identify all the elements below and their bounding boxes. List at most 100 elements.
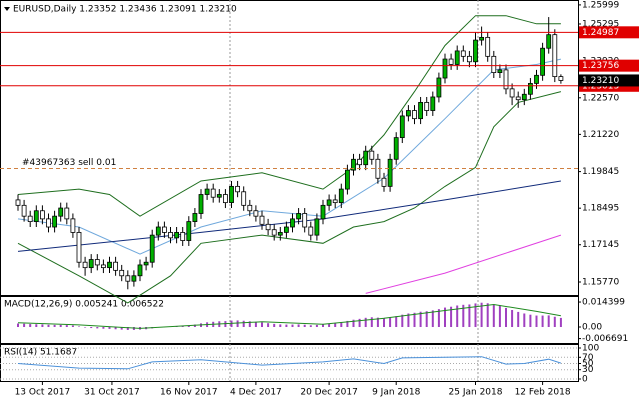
histogram-bar	[23, 323, 26, 328]
histogram-bar	[273, 323, 276, 328]
histogram-bar	[358, 318, 361, 328]
candle-body	[473, 39, 478, 63]
histogram-bar	[364, 317, 367, 328]
histogram-bar	[279, 324, 282, 328]
histogram-bar	[29, 324, 32, 328]
candle-body	[101, 264, 106, 269]
candle-body	[174, 232, 180, 239]
candle-body	[125, 275, 131, 282]
histogram-bar	[492, 304, 495, 328]
chart-title: EURUSD,Daily 1.23352 1.23436 1.23091 1.2…	[13, 5, 237, 15]
histogram-bar	[431, 310, 434, 328]
histogram-bar	[187, 325, 190, 328]
candle-body	[436, 77, 442, 98]
level-label: 1.24987	[582, 28, 619, 38]
histogram-bar	[541, 315, 544, 328]
histogram-bar	[468, 304, 471, 328]
x-tick-label: 31 Oct 2017	[84, 388, 140, 398]
candle-body	[155, 226, 161, 236]
histogram-bar	[511, 310, 514, 328]
candle-body	[454, 50, 460, 65]
candle-body	[509, 88, 515, 98]
x-tick-label: 20 Dec 2017	[300, 388, 358, 398]
histogram-bar	[47, 324, 50, 328]
candle-body	[515, 96, 521, 101]
candle-body	[186, 221, 192, 241]
candle-body	[558, 76, 564, 81]
candle-body	[497, 69, 503, 73]
candle-body	[418, 101, 424, 120]
histogram-bar	[523, 313, 526, 328]
histogram-bar	[474, 303, 477, 328]
histogram-bar	[96, 327, 99, 329]
candle-body	[326, 199, 332, 206]
candle-body	[271, 229, 277, 236]
rsi-title: RSI(14) 51.1687	[4, 348, 77, 358]
histogram-bar	[303, 324, 306, 328]
candle-body	[259, 215, 265, 225]
histogram-bar	[529, 314, 532, 328]
main-pane	[0, 0, 579, 296]
histogram-bar	[370, 317, 373, 328]
y-tick-label: 100	[582, 344, 599, 354]
histogram-bar	[407, 313, 410, 328]
histogram-bar	[120, 327, 123, 330]
candle-body	[314, 218, 320, 236]
candle-body	[442, 58, 448, 79]
histogram-bar	[401, 314, 404, 328]
candle-body	[82, 261, 88, 269]
histogram-bar	[547, 315, 550, 328]
candle-body	[58, 207, 64, 217]
y-tick-label: 30	[582, 365, 594, 375]
candle-body	[107, 261, 112, 269]
histogram-bar	[193, 324, 196, 328]
y-tick-label: 1.22570	[582, 93, 619, 103]
candle-body	[21, 204, 27, 217]
histogram-bar	[456, 305, 459, 328]
y-tick-label: 0.014399	[582, 298, 625, 308]
indicator-line	[17, 303, 561, 329]
candle-body	[180, 232, 186, 241]
candle-body	[528, 83, 533, 95]
histogram-bar	[181, 326, 184, 328]
histogram-bar	[498, 305, 501, 328]
histogram-bar	[291, 324, 294, 328]
histogram-bar	[437, 309, 440, 328]
candle-body	[387, 158, 393, 187]
histogram-bar	[84, 327, 87, 328]
histogram-bar	[340, 322, 343, 328]
candle-body	[412, 110, 417, 120]
candle-body	[204, 188, 210, 195]
candle-body	[540, 47, 545, 76]
histogram-bar	[236, 320, 239, 328]
histogram-bar	[242, 320, 245, 328]
order-label: #43967363 sell 0.01	[22, 158, 116, 168]
y-tick-label: 0.00	[582, 323, 602, 333]
last-price-box	[579, 74, 639, 87]
candle-body	[466, 55, 472, 63]
x-tick-label: 25 Jan 2018	[449, 388, 503, 398]
histogram-bar	[450, 306, 453, 328]
histogram-bar	[285, 324, 288, 328]
histogram-bar	[78, 326, 80, 328]
candle-body	[393, 137, 399, 160]
y-tick-label: -0.006691	[582, 334, 628, 344]
histogram-bar	[114, 327, 117, 330]
candle-body	[290, 218, 295, 228]
histogram-bar	[395, 316, 398, 328]
candle-body	[405, 110, 411, 117]
histogram-bar	[59, 324, 62, 328]
candle-body	[546, 34, 552, 49]
candle-body	[198, 194, 204, 214]
candle-body	[448, 58, 454, 65]
candle-body	[265, 223, 271, 231]
x-tick-label: 9 Jan 2018	[372, 388, 420, 398]
histogram-bar	[535, 315, 538, 328]
histogram-bar	[328, 323, 331, 328]
candle-body	[283, 226, 289, 233]
x-tick-label: 4 Dec 2017	[230, 388, 282, 398]
candle-body	[491, 55, 497, 73]
candle-body	[88, 259, 94, 269]
candle-body	[46, 218, 51, 228]
candle-body	[381, 177, 387, 187]
